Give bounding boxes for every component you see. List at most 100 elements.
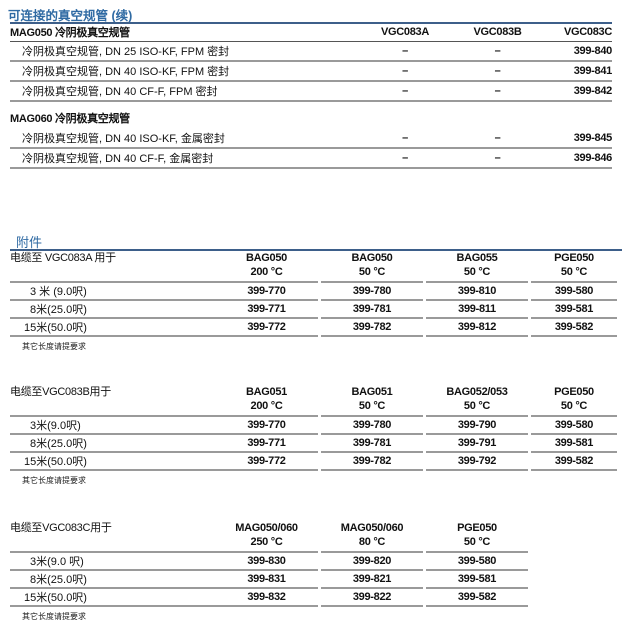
- rule-segment: [10, 551, 318, 553]
- cell-value: –: [402, 65, 408, 77]
- part-number: 399-830: [247, 555, 286, 567]
- column-temperature: 50 °C: [463, 536, 491, 548]
- cable-table-vgc083a: 电缆至 VGC083A 用于 BAG050 200 °C BAG050 50 °C BAG…: [10, 251, 617, 352]
- column-header: BAG051 50 °C: [321, 385, 423, 415]
- part-cell: 399-581: [531, 301, 617, 319]
- column-model: BAG050: [246, 252, 287, 264]
- cell-value: 399-841: [573, 65, 613, 77]
- column-model: PGE050: [457, 522, 497, 534]
- header-rule: [10, 415, 617, 417]
- part-cell: 399-790: [426, 417, 528, 435]
- rule-segment: [321, 415, 423, 417]
- part-number: 399-790: [457, 419, 497, 431]
- footnote: 其它长度请提要求: [22, 612, 86, 621]
- row-label: 冷阴极真空规管, DN 40 CF-F, FPM 密封: [22, 86, 218, 98]
- group-header: MAG050 冷阴极真空规管 VGC083A VGC083B VGC083C: [10, 22, 612, 42]
- cell-value: –: [494, 65, 501, 77]
- rule-segment: [321, 281, 423, 283]
- part-number: 399-581: [554, 437, 594, 449]
- column-model: BAG051: [351, 386, 393, 398]
- table-header: 电缆至VGC083B用于 BAG051 200 °C BAG051 50 °C BAG05…: [10, 385, 617, 415]
- cell-value: –: [494, 85, 501, 97]
- row-label: 3 米 (9.0呎) 399-770: [10, 283, 318, 301]
- cable-table-vgc083c: 电缆至VGC083C用于 MAG050/060 250 °C MAG050/060 80…: [10, 521, 528, 622]
- part-cell: 399-782: [321, 319, 423, 337]
- part-cell: 399-781: [321, 301, 423, 319]
- part-number: 399-782: [352, 455, 392, 467]
- gauges-title: 可连接的真空规管 (续): [8, 9, 133, 23]
- rule-segment: [321, 551, 423, 553]
- column-header: PGE050 50 °C: [531, 385, 617, 415]
- part-number: 399-831: [247, 573, 286, 585]
- cell-value: –: [494, 152, 501, 164]
- part-cell: 399-780: [321, 283, 423, 301]
- column-header: MAG050/060 80 °C: [321, 521, 423, 551]
- row-label: 8米(25.0呎) 399-771: [10, 435, 318, 453]
- column-header: BAG055 50 °C: [426, 251, 528, 281]
- part-number: 399-822: [352, 591, 392, 603]
- part-cell: 399-581: [426, 571, 528, 589]
- header-rule: [10, 281, 617, 283]
- table-row: 8米(25.0呎) 399-771 399-781 399-811 399-581: [10, 301, 617, 319]
- part-cell: 399-582: [426, 589, 528, 607]
- part-cell: 399-582: [531, 319, 617, 337]
- length-label: 8米(25.0呎): [30, 438, 87, 450]
- table-label: 电缆至 VGC083A 用于: [10, 252, 116, 264]
- part-number: 399-580: [554, 419, 594, 431]
- part-number: 399-770: [247, 419, 286, 431]
- table-header: 电缆至VGC083C用于 MAG050/060 250 °C MAG050/060 80…: [10, 521, 528, 551]
- part-number: 399-582: [457, 591, 497, 603]
- cell-value: –: [494, 45, 501, 57]
- rule-segment: [10, 415, 318, 417]
- column-temperature: 50 °C: [358, 400, 386, 412]
- group-header: MAG060 冷阴极真空规管: [10, 107, 612, 129]
- cell-value: 399-845: [573, 132, 613, 144]
- column-temperature: 200 °C: [250, 266, 283, 278]
- part-number: 399-772: [247, 455, 286, 467]
- column-model: BAG051: [246, 386, 287, 398]
- rule-segment: [10, 281, 318, 283]
- part-number: 399-772: [247, 321, 286, 333]
- row-label: 15米(50.0呎) 399-772: [10, 453, 318, 471]
- title-rule: [10, 22, 612, 24]
- part-number: 399-781: [352, 437, 392, 449]
- cell-value: –: [494, 132, 501, 144]
- column-temperature: 50 °C: [560, 400, 588, 412]
- column-temperature: 200 °C: [250, 400, 283, 412]
- table-row: 冷阴极真空规管, DN 40 ISO-KF, 金属密封 – – 399-845: [10, 129, 612, 149]
- table-row: 冷阴极真空规管, DN 40 CF-F, 金属密封 – – 399-846: [10, 149, 612, 169]
- column-model: BAG055: [456, 252, 498, 264]
- column-temperature: 50 °C: [463, 266, 491, 278]
- part-number: 399-780: [352, 419, 392, 431]
- part-number: 399-810: [457, 285, 497, 297]
- length-label: 15米(50.0呎): [24, 456, 87, 468]
- table-row: 8米(25.0呎) 399-831 399-821 399-581: [10, 571, 528, 589]
- length-label: 3米(9.0 呎): [30, 556, 84, 568]
- cell-value: –: [402, 152, 408, 164]
- length-label: 8米(25.0呎): [30, 304, 87, 316]
- row-label: 3米(9.0 呎) 399-830: [10, 553, 318, 571]
- table-label: 电缆至VGC083C用于: [10, 522, 112, 534]
- column-temperature: 250 °C: [250, 536, 283, 548]
- part-number: 399-582: [554, 321, 594, 333]
- table-row: 3米(9.0呎) 399-770 399-780 399-790 399-580: [10, 417, 617, 435]
- table-row: 15米(50.0呎) 399-832 399-822 399-582: [10, 589, 528, 607]
- part-number: 399-780: [352, 285, 392, 297]
- column-model: PGE050: [554, 252, 594, 264]
- footnote: 其它长度请提要求: [22, 342, 86, 351]
- cable-table-vgc083b: 电缆至VGC083B用于 BAG051 200 °C BAG051 50 °C BAG05…: [10, 385, 617, 486]
- table-row: 15米(50.0呎) 399-772 399-782 399-792 399-582: [10, 453, 617, 471]
- part-cell: 399-782: [321, 453, 423, 471]
- part-number: 399-580: [554, 285, 594, 297]
- part-cell: 399-822: [321, 589, 423, 607]
- row-label: 15米(50.0呎) 399-772: [10, 319, 318, 337]
- cell-value: –: [402, 85, 408, 97]
- gauges-table: MAG050 冷阴极真空规管 VGC083A VGC083B VGC083C 冷阴极真空…: [10, 22, 612, 169]
- column-header: BAG050 50 °C: [321, 251, 423, 281]
- cell-value: 399-840: [573, 45, 613, 57]
- row-label: 8米(25.0呎) 399-831: [10, 571, 318, 589]
- length-label: 15米(50.0呎): [24, 592, 87, 604]
- header-rule: [10, 551, 528, 553]
- cell-value: 399-842: [573, 85, 613, 97]
- accessories-title: 附件: [16, 235, 43, 250]
